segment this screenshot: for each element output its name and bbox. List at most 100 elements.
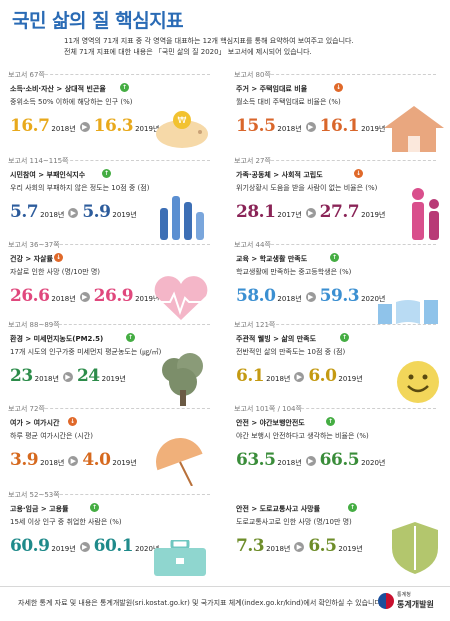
divider	[266, 74, 436, 75]
value-current: 66.5	[319, 450, 360, 470]
indicator-values: 6.1 2018년 ▶ 6.0 2019년	[236, 366, 367, 388]
worsen-badge-icon: ↓	[354, 169, 363, 178]
indicator-values: 23 2018년 ▶ 24 2019년	[10, 366, 130, 388]
report-page-ref: 보고서 114~115쪽	[8, 157, 69, 165]
family-icon	[412, 188, 439, 240]
arrow-right-icon: ▶	[68, 208, 79, 218]
indicator-values: 7.3 2018년 ▶ 6.5 2019년	[236, 536, 367, 558]
report-page-ref: 보고서 80쪽	[234, 71, 271, 79]
value-previous: 5.7	[10, 202, 39, 222]
divider	[266, 244, 436, 245]
report-page-ref: 보고서 101쪽 / 104쪽	[234, 405, 302, 413]
indicator-values: 16.7 2018년 ▶ 16.3 2019년	[10, 116, 163, 138]
shield-icon	[392, 522, 438, 574]
umbrella-icon	[156, 438, 203, 486]
indicator-desc: 위기상황시 도움을 받을 사람이 없는 비율은 (%)	[236, 184, 378, 192]
indicator-values: 58.0 2018년 ▶ 59.3 2020년	[236, 286, 389, 308]
value-current: 16.3	[93, 116, 134, 136]
indicator-title: 시민참여 > 부패인식지수	[10, 171, 86, 179]
card-night-walk-safety: 보고서 101쪽 / 104쪽 안전 > 야간보행안전도 ↑ 야간 보행시 안전…	[230, 404, 440, 488]
indicator-desc: 월소득 대비 주택임대료 비율은 (%)	[236, 98, 341, 106]
year-previous: 2018년	[40, 459, 65, 467]
card-relative-poverty: 보고서 67쪽 소득·소비·자산 > 상대적 빈곤율 ↑ 중위소득 50% 이하…	[4, 70, 214, 154]
divider	[296, 408, 436, 409]
indicator-desc: 도로교통사고로 인한 사망 (명/10만 명)	[236, 518, 352, 526]
indicator-title: 여가 > 여가시간	[10, 419, 60, 427]
value-previous: 58.0	[236, 286, 276, 306]
year-current: 2020년	[135, 545, 160, 553]
sri-logo: 통계청 통계개발원	[378, 592, 434, 610]
card-road-traffic-deaths: 안전 > 도로교통사고 사망률 ↑ 도로교통사고로 인한 사망 (명/10만 명…	[230, 490, 440, 574]
indicator-desc: 17개 시도의 인구가중 미세먼지 평균농도는 (㎍/㎥)	[10, 348, 162, 356]
value-current: 5.9	[82, 202, 111, 222]
value-previous: 7.3	[236, 536, 265, 556]
value-current: 24	[76, 366, 100, 386]
indicator-values: 5.7 2018년 ▶ 5.9 2019년	[10, 202, 141, 224]
report-page-ref: 보고서 44쪽	[234, 241, 271, 249]
year-current: 2019년	[135, 295, 160, 303]
year-current: 2019년	[338, 545, 363, 553]
indicator-title: 가족·공동체 > 사회적 고립도	[236, 171, 323, 179]
card-employment-rate: 보고서 52~53쪽 고용·임금 > 고용률 ↑ 15세 이상 인구 중 취업한…	[4, 490, 214, 576]
value-previous: 28.1	[236, 202, 276, 222]
report-page-ref: 보고서 88~89쪽	[8, 321, 60, 329]
indicator-title: 안전 > 도로교통사고 사망률	[236, 505, 321, 513]
value-previous: 3.9	[10, 450, 39, 470]
indicator-desc: 우리 사회의 부패하지 않은 정도는 10점 중 (점)	[10, 184, 150, 192]
arrow-right-icon: ▶	[305, 292, 316, 302]
value-previous: 15.5	[236, 116, 276, 136]
report-page-ref: 보고서 72쪽	[8, 405, 45, 413]
smiley-icon	[397, 361, 439, 403]
arrow-right-icon: ▶	[62, 372, 73, 382]
worsen-badge-icon: ↓	[54, 253, 63, 262]
indicator-desc: 중위소득 50% 이하에 해당하는 인구 (%)	[10, 98, 133, 106]
year-current: 2019년	[112, 459, 137, 467]
logo-name: 통계개발원	[397, 600, 434, 609]
year-previous: 2018년	[266, 545, 291, 553]
indicator-title: 고용·임금 > 고용률	[10, 505, 69, 513]
indicator-title: 환경 > 미세먼지농도(PM2.5)	[10, 335, 104, 343]
value-previous: 23	[10, 366, 33, 386]
intro-text: 11개 영역의 71개 지표 중 각 영역을 대표하는 12개 핵심지표를 통해…	[64, 36, 354, 58]
footer-note: 자세한 통계 자료 및 내용은 통계개발원(sri.kostat.go.kr) …	[18, 599, 384, 607]
card-housing-rent-ratio: 보고서 80쪽 주거 > 주택임대료 비율 ↓ 월소득 대비 주택임대료 비율은…	[230, 70, 444, 154]
value-previous: 6.1	[236, 366, 265, 386]
indicator-title: 주관적 웰빙 > 삶의 만족도	[236, 335, 317, 343]
year-previous: 2018년	[34, 375, 59, 383]
divider	[60, 244, 210, 245]
arrow-right-icon: ▶	[294, 372, 305, 382]
worsen-badge-icon: ↓	[68, 417, 77, 426]
indicator-values: 60.9 2019년 ▶ 60.1 2020년	[10, 536, 163, 558]
year-previous: 2019년	[51, 545, 76, 553]
card-leisure-time: 보고서 72쪽 여가 > 여가시간 ↓ 하루 평균 여가시간은 (시간) 3.9…	[4, 404, 214, 488]
indicator-values: 3.9 2018년 ▶ 4.0 2019년	[10, 450, 141, 472]
card-corruption-index: 보고서 114~115쪽 시민참여 > 부패인식지수 ↑ 우리 사회의 부패하지…	[4, 156, 214, 240]
card-life-satisfaction: 보고서 121쪽 주관적 웰빙 > 삶의 만족도 ↑ 전반적인 삶의 만족도는 …	[230, 320, 440, 404]
value-current: 26.9	[93, 286, 134, 306]
worsen-badge-icon: ↓	[334, 83, 343, 92]
improve-badge-icon: ↑	[340, 333, 349, 342]
improve-badge-icon: ↑	[90, 503, 99, 512]
arrow-right-icon: ▶	[68, 456, 79, 466]
year-previous: 2018년	[40, 211, 65, 219]
arrow-right-icon: ▶	[79, 542, 90, 552]
arrow-right-icon: ▶	[305, 456, 316, 466]
value-current: 6.5	[308, 536, 337, 556]
improve-badge-icon: ↑	[120, 83, 129, 92]
year-previous: 2018년	[51, 295, 76, 303]
indicator-desc: 15세 이상 인구 중 취업한 사람은 (%)	[10, 518, 122, 526]
footer-divider	[0, 586, 450, 587]
header: 국민 삶의 질 핵심지표 11개 영역의 71개 지표 중 각 영역을 대표하는…	[0, 0, 450, 64]
value-current: 27.7	[319, 202, 360, 222]
value-current: 60.1	[93, 536, 134, 556]
year-previous: 2018년	[277, 295, 302, 303]
page-title: 국민 삶의 질 핵심지표	[12, 10, 184, 32]
year-previous: 2018년	[277, 459, 302, 467]
year-current: 2020년	[361, 459, 386, 467]
divider	[60, 494, 210, 495]
divider	[40, 74, 210, 75]
indicator-title: 소득·소비·자산 > 상대적 빈곤율	[10, 85, 106, 93]
arrow-right-icon: ▶	[305, 122, 316, 132]
arrow-right-icon: ▶	[305, 208, 316, 218]
value-current: 6.0	[308, 366, 337, 386]
